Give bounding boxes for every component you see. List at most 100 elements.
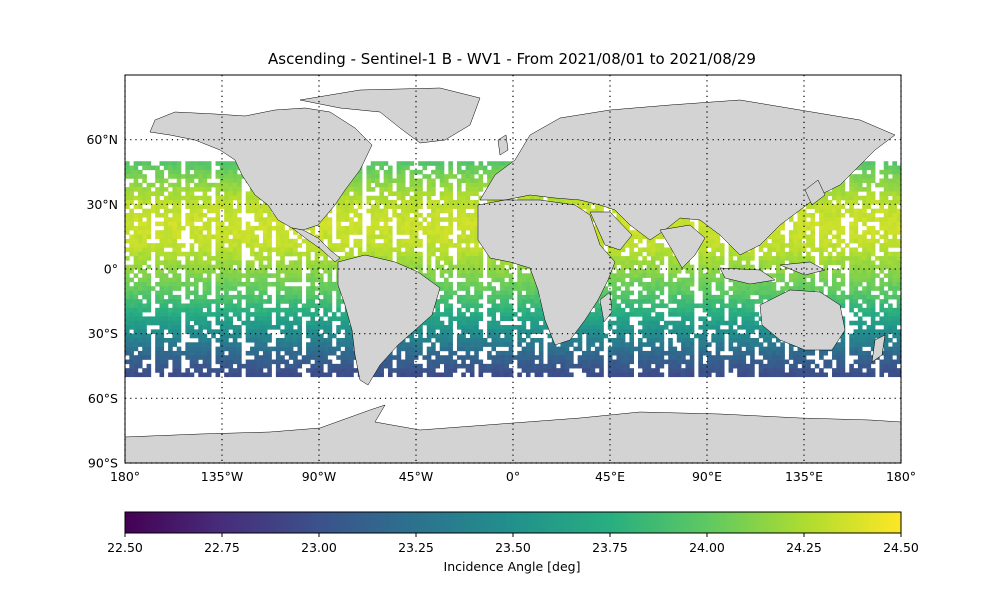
- data-cell: [323, 260, 328, 265]
- data-cell: [638, 238, 643, 244]
- data-cell: [823, 217, 829, 222]
- data-cell: [137, 174, 143, 179]
- data-cell: [534, 294, 540, 300]
- data-cell: [788, 234, 794, 240]
- data-cell: [616, 277, 622, 283]
- data-cell: [478, 256, 484, 261]
- data-cell: [474, 281, 479, 287]
- data-cell: [853, 264, 859, 270]
- data-cell: [250, 290, 255, 296]
- data-cell: [155, 234, 160, 240]
- data-cell: [862, 234, 867, 240]
- data-cell: [396, 225, 402, 231]
- data-cell: [844, 200, 850, 205]
- data-cell: [189, 312, 195, 317]
- data-cell: [396, 195, 402, 201]
- data-cell: [866, 251, 872, 257]
- data-cell: [387, 191, 393, 197]
- data-cell: [836, 208, 841, 214]
- data-cell: [870, 200, 876, 205]
- data-cell: [888, 230, 893, 235]
- data-cell: [888, 260, 893, 265]
- data-cell: [237, 178, 242, 184]
- data-cell: [698, 256, 703, 261]
- data-cell: [215, 281, 221, 287]
- data-cell: [426, 238, 432, 244]
- data-cell: [344, 191, 350, 197]
- data-cell: [827, 290, 833, 296]
- data-cell: [685, 312, 691, 317]
- data-cell: [306, 273, 311, 278]
- data-cell: [375, 195, 380, 201]
- data-cell: [228, 200, 234, 205]
- data-cell: [379, 200, 384, 205]
- data-cell: [176, 281, 182, 287]
- data-cell: [262, 312, 268, 317]
- data-cell: [409, 264, 415, 270]
- data-cell: [275, 303, 281, 309]
- data-cell: [431, 247, 436, 253]
- data-cell: [370, 165, 376, 171]
- data-cell: [832, 273, 837, 278]
- data-cell: [245, 238, 251, 244]
- data-cell: [297, 277, 303, 283]
- data-cell: [129, 264, 134, 270]
- data-cell: [491, 260, 497, 265]
- data-cell: [349, 208, 354, 214]
- data-cell: [275, 307, 281, 313]
- data-cell: [620, 299, 626, 304]
- data-cell: [612, 256, 617, 261]
- data-cell: [840, 273, 846, 278]
- data-cell: [495, 161, 501, 166]
- data-cell: [142, 178, 147, 184]
- data-cell: [849, 256, 854, 261]
- data-cell: [133, 174, 139, 179]
- data-cell: [232, 221, 238, 227]
- data-cell: [206, 204, 212, 209]
- data-cell: [275, 316, 281, 322]
- data-cell: [202, 264, 208, 270]
- data-cell: [198, 169, 203, 175]
- data-cell: [163, 243, 169, 248]
- data-cell: [832, 204, 837, 209]
- data-cell: [353, 212, 359, 218]
- data-cell: [129, 303, 134, 309]
- data-cell: [340, 238, 346, 244]
- data-cell: [879, 169, 885, 175]
- data-cell: [788, 277, 794, 283]
- data-cell: [275, 247, 281, 253]
- data-cell: [267, 312, 272, 317]
- data-cell: [797, 251, 803, 257]
- data-cell: [888, 212, 893, 218]
- data-cell: [500, 260, 505, 265]
- data-cell: [297, 260, 303, 265]
- data-cell: [206, 217, 212, 222]
- data-cell: [176, 208, 182, 214]
- data-cell: [405, 187, 410, 192]
- data-cell: [163, 312, 169, 317]
- data-cell: [258, 251, 264, 257]
- data-cell: [758, 294, 764, 300]
- data-cell: [189, 290, 195, 296]
- data-cell: [293, 294, 298, 300]
- data-cell: [508, 273, 514, 278]
- data-cell: [211, 234, 216, 240]
- data-cell: [224, 247, 229, 253]
- data-cell: [474, 208, 479, 214]
- data-cell: [534, 299, 540, 304]
- data-cell: [883, 256, 889, 261]
- data-cell: [775, 273, 781, 278]
- data-cell: [254, 256, 259, 261]
- data-cell: [306, 286, 311, 291]
- data-cell: [189, 195, 195, 201]
- data-cell: [202, 161, 208, 166]
- data-cell: [185, 191, 190, 197]
- data-cell: [211, 269, 216, 274]
- data-cell: [314, 256, 320, 261]
- data-cell: [827, 260, 833, 265]
- data-cell: [284, 269, 290, 274]
- data-cell: [741, 316, 747, 322]
- data-cell: [422, 191, 428, 197]
- data-cell: [461, 294, 466, 300]
- data-cell: [284, 307, 290, 313]
